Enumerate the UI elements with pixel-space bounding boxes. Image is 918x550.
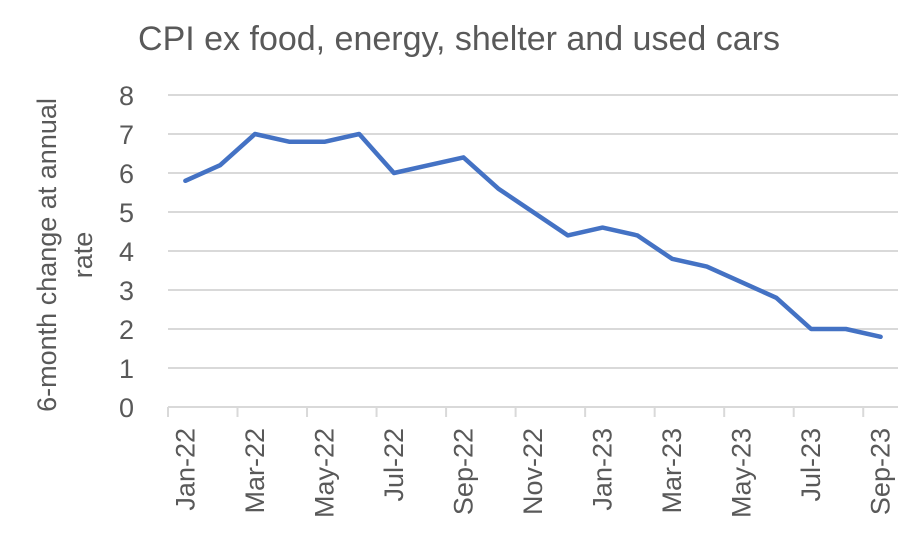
x-tick-label: Jan-23 bbox=[588, 428, 618, 511]
chart-title: CPI ex food, energy, shelter and used ca… bbox=[138, 20, 780, 58]
x-tick-label: May-22 bbox=[309, 428, 339, 518]
x-tick-label: Jul-22 bbox=[379, 428, 409, 502]
y-tick-label: 4 bbox=[119, 237, 134, 267]
y-axis-ticks: 0 1 2 3 4 5 6 7 8 bbox=[119, 81, 134, 423]
y-tick-label: 1 bbox=[119, 354, 134, 384]
y-tick-label: 8 bbox=[119, 81, 134, 111]
y-tick-label: 5 bbox=[119, 198, 134, 228]
x-tick-label: Sep-23 bbox=[866, 428, 896, 515]
x-axis bbox=[167, 406, 898, 417]
y-tick-label: 6 bbox=[119, 159, 134, 189]
y-axis-label-line-1: 6-month change at annual bbox=[32, 98, 62, 412]
gridlines bbox=[168, 94, 898, 369]
y-tick-label: 2 bbox=[119, 315, 134, 345]
x-tick-label: Mar-23 bbox=[657, 428, 687, 514]
series-line bbox=[183, 131, 883, 340]
x-tick-label: May-23 bbox=[727, 428, 757, 518]
x-tick-label: Jan-22 bbox=[170, 428, 200, 511]
y-tick-label: 7 bbox=[119, 120, 134, 150]
x-tick-label: Mar-22 bbox=[240, 428, 270, 514]
y-axis-label-line-2: rate bbox=[68, 232, 98, 279]
y-tick-label: 0 bbox=[119, 393, 134, 423]
x-tick-label: Nov-22 bbox=[518, 428, 548, 515]
x-axis-ticks: Jan-22 Mar-22 May-22 Jul-22 Sep-22 Nov-22 Jan-… bbox=[170, 428, 895, 518]
series-group bbox=[183, 131, 883, 340]
x-tick-label: Sep-22 bbox=[448, 428, 478, 515]
x-tick-label: Jul-23 bbox=[796, 428, 826, 502]
y-tick-label: 3 bbox=[119, 276, 134, 306]
y-axis-label: 6-month change at annual rate bbox=[32, 98, 98, 412]
